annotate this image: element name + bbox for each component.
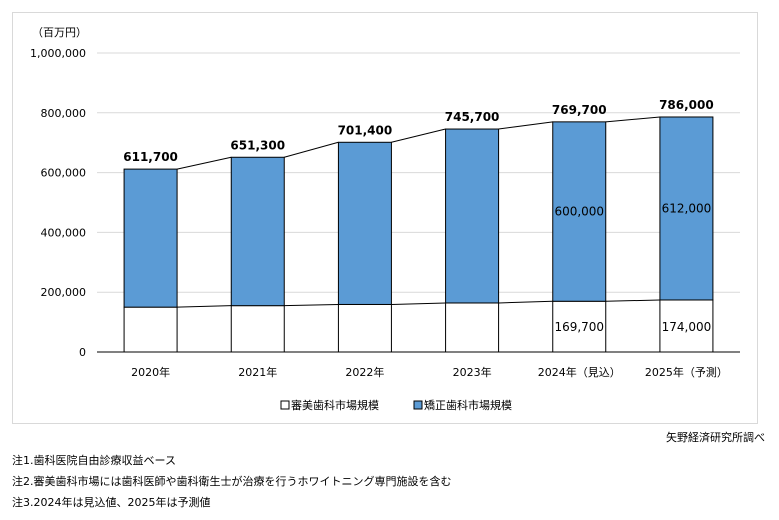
cosmetic-bar	[123, 306, 178, 353]
legend-swatch-cosmetic	[280, 400, 290, 410]
cosmetic-bar	[230, 305, 285, 353]
cosmetic-bar	[552, 300, 607, 353]
base-connector-line	[284, 303, 339, 307]
total-value-label: 769,700	[552, 103, 607, 117]
y-tick-label: 200,000	[41, 286, 87, 299]
x-tick-label: 2020年	[131, 365, 170, 379]
x-tick-label: 2022年	[345, 365, 384, 379]
total-value-label: 786,000	[659, 98, 714, 112]
base-connector-line	[177, 305, 232, 308]
y-tick-label: 800,000	[41, 107, 87, 120]
orthodontic-bar	[445, 128, 500, 304]
source-text: 矢野経済研究所調べ	[666, 431, 765, 444]
y-tick-label: 1,000,000	[30, 47, 86, 60]
total-connector-line	[498, 121, 553, 130]
orthodontic-bar	[230, 156, 285, 307]
orthodontic-bar	[123, 168, 178, 308]
total-value-label: 745,700	[445, 110, 500, 124]
total-value-label: 701,400	[338, 123, 393, 137]
legend-label-orthodontic: 矯正歯科市場規模	[424, 398, 512, 412]
y-tick-label: 600,000	[41, 167, 87, 180]
orthodontic-bar	[659, 116, 714, 301]
cosmetic-value-label: 174,000	[662, 320, 712, 334]
x-tick-label: 2021年	[238, 365, 277, 379]
total-value-label: 651,300	[230, 138, 285, 152]
legend-label-cosmetic: 審美歯科市場規模	[291, 398, 379, 412]
x-tick-label: 2023年	[453, 365, 492, 379]
cosmetic-bar	[445, 302, 500, 353]
orthodontic-bar	[552, 121, 607, 302]
total-connector-line	[284, 141, 339, 158]
base-connector-line	[605, 299, 660, 302]
y-tick-label: 0	[79, 346, 86, 359]
x-tick-label: 2024年（見込）	[538, 365, 621, 379]
note-2: 注2.審美歯科市場には歯科医師や歯科衛生士が治療を行うホワイトニング専門施設を含…	[12, 475, 452, 488]
orthodontic-bar	[337, 141, 392, 305]
total-connector-line	[391, 128, 446, 143]
y-tick-label: 400,000	[41, 226, 87, 239]
orthodontic-value-label: 612,000	[662, 201, 712, 215]
base-connector-line	[391, 302, 446, 305]
stacked-bar-chart: （百万円） 0 200,000 400,000 600,000 800,000 1,000,…	[12, 12, 758, 424]
orthodontic-value-label: 600,000	[554, 205, 604, 219]
x-tick-label: 2025年（予測）	[645, 365, 728, 379]
total-value-label: 611,700	[123, 150, 178, 164]
total-connector-line	[605, 116, 660, 123]
note-1: 注1.歯科医院自由診療収益ベース	[12, 454, 176, 467]
legend-swatch-orthodontic	[413, 400, 423, 410]
note-3: 注3.2024年は見込値、2025年は予測値	[12, 496, 211, 509]
total-connector-line	[176, 156, 232, 170]
base-connector-line	[498, 300, 553, 304]
unit-label: （百万円）	[32, 26, 87, 39]
cosmetic-value-label: 169,700	[554, 320, 604, 334]
cosmetic-bar	[337, 303, 392, 353]
cosmetic-bar	[659, 299, 714, 353]
